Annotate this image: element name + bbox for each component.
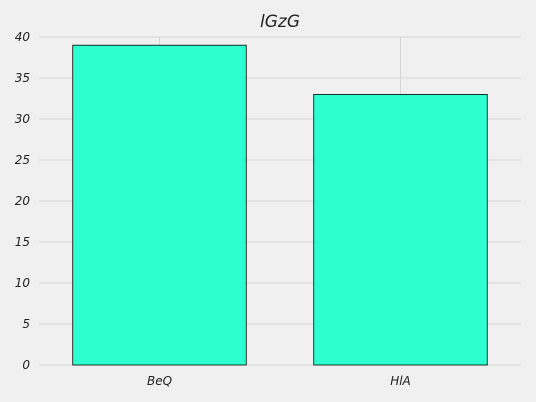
y-tick-label: 15 [15, 235, 30, 249]
y-tick-label: 25 [15, 153, 30, 167]
bars [72, 44, 488, 366]
y-tick-label: 5 [22, 317, 30, 331]
y-tick-label: 35 [15, 71, 30, 85]
y-tick-label: 30 [15, 112, 31, 126]
bar-beq [72, 44, 247, 366]
x-axis-ticks: BeQ HlA [147, 374, 411, 388]
x-tick-label: BeQ [147, 374, 172, 388]
y-tick-label: 40 [15, 30, 31, 44]
y-axis-ticks: 0 5 10 15 20 25 30 35 40 [15, 30, 31, 372]
y-tick-label: 20 [15, 194, 31, 208]
bar-hla [313, 94, 488, 366]
x-tick-label: HlA [390, 374, 411, 388]
chart-title: lGzG [260, 12, 300, 32]
y-tick-label: 10 [15, 276, 31, 290]
y-tick-label: 0 [22, 358, 30, 372]
